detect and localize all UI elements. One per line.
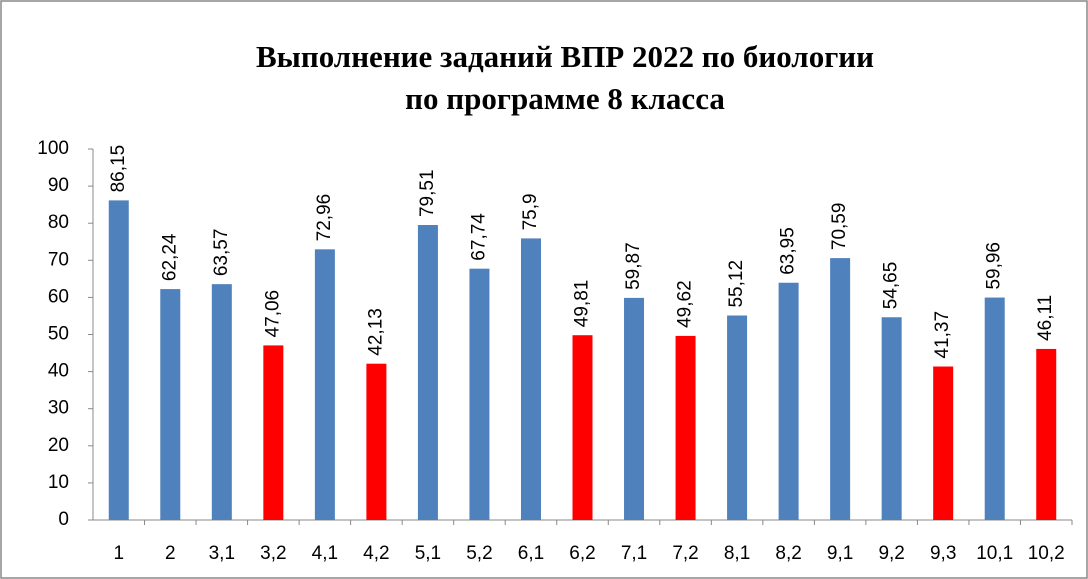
value-label: 62,24 [159,233,180,281]
y-tick-label: 10 [48,472,69,493]
value-label: 55,12 [726,260,747,308]
y-tick-label: 60 [48,286,69,307]
chart-title: Выполнение заданий ВПР 2022 по биологии [256,39,874,74]
bar [160,289,181,520]
value-label: 72,96 [314,194,335,242]
x-tick-label: 2 [165,543,176,564]
x-tick-label: 4,1 [312,543,338,564]
x-tick-label: 9,1 [827,543,853,564]
bar [263,345,284,520]
value-label: 59,96 [984,242,1005,290]
bar [984,297,1005,520]
x-tick-label: 8,2 [775,543,801,564]
bar [108,200,129,521]
x-tick-label: 3,2 [260,543,286,564]
x-tick-label: 1 [113,543,124,564]
value-label: 41,37 [932,311,953,359]
bar [830,258,851,520]
bar [881,317,902,520]
chart-title: по программе 8 класса [405,81,725,116]
bar [314,249,335,520]
bar [727,315,748,520]
value-label: 63,57 [211,229,232,277]
value-label: 75,9 [520,193,541,230]
x-tick-label: 9,3 [930,543,956,564]
y-tick-label: 80 [48,212,69,233]
value-label: 47,06 [262,290,283,338]
bar [211,284,232,520]
bar [933,366,954,520]
x-tick-label: 10,1 [976,543,1013,564]
value-label: 59,87 [623,242,644,290]
value-label: 63,95 [778,227,799,275]
bar [1036,348,1057,520]
bar [624,297,645,520]
x-tick-label: 7,1 [621,543,647,564]
x-tick-label: 7,2 [672,543,698,564]
bar [469,268,490,520]
bar [520,238,541,520]
value-label: 79,51 [417,169,438,217]
value-label: 86,15 [108,145,129,193]
y-tick-label: 50 [48,324,69,345]
y-tick-label: 90 [48,175,69,196]
x-tick-label: 9,2 [878,543,904,564]
bar [778,282,799,520]
x-tick-label: 3,1 [209,543,235,564]
value-label: 42,13 [365,308,386,356]
x-tick-label: 4,2 [363,543,389,564]
value-label: 70,59 [829,203,850,251]
x-tick-label: 10,2 [1028,543,1065,564]
x-tick-label: 8,1 [724,543,750,564]
x-tick-label: 6,2 [569,543,595,564]
value-label: 54,65 [881,262,902,310]
value-label: 67,74 [468,213,489,261]
value-label: 49,81 [572,280,593,328]
y-tick-label: 40 [48,361,69,382]
value-label: 49,62 [675,280,696,328]
x-tick-label: 6,1 [518,543,544,564]
x-tick-label: 5,2 [466,543,492,564]
x-tick-label: 5,1 [415,543,441,564]
bar [675,335,696,520]
bar [417,225,438,521]
bar [366,363,387,520]
y-tick-label: 0 [58,509,69,530]
bar [572,335,593,520]
value-label: 46,11 [1035,295,1056,341]
y-tick-label: 30 [48,398,69,419]
y-tick-label: 20 [48,435,69,456]
y-tick-label: 100 [37,138,69,159]
y-tick-label: 70 [48,249,69,270]
